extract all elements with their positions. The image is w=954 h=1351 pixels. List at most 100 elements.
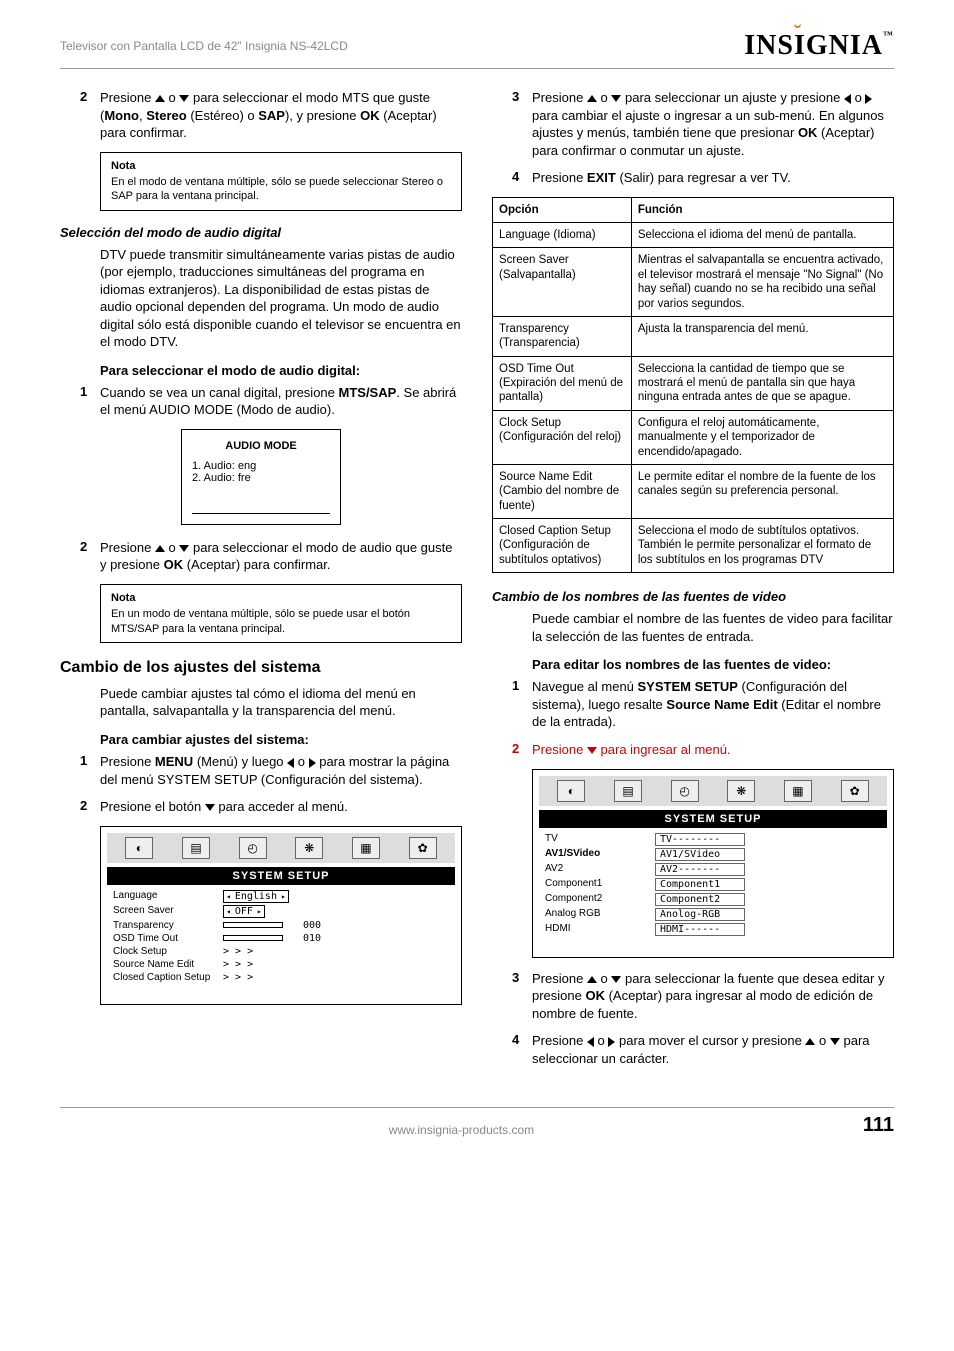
osd-icon-bar: ◐ ▤ ◴ ❋ ▦ ✿ <box>539 776 887 806</box>
step-item: 2 Presione o para seleccionar el modo de… <box>60 539 462 574</box>
option-cell: Source Name Edit (Cambio del nombre de f… <box>493 464 632 518</box>
step-text: Cuando se vea un canal digital, presione… <box>100 384 462 419</box>
table-row: Clock Setup (Configuración del reloj)Con… <box>493 410 894 464</box>
note-title: Nota <box>111 159 451 173</box>
step-text: Presione o para seleccionar un ajuste y … <box>532 89 894 159</box>
step-item: 3 Presione o para seleccionar la fuente … <box>492 970 894 1023</box>
step-number: 2 <box>80 798 100 816</box>
step-number: 4 <box>512 169 532 187</box>
option-cell: Clock Setup (Configuración del reloj) <box>493 410 632 464</box>
left-icon <box>287 758 294 768</box>
osd-row-value: > > > <box>223 959 449 970</box>
option-cell: Transparency (Transparencia) <box>493 316 632 356</box>
paragraph: DTV puede transmitir simultáneamente var… <box>100 246 462 351</box>
option-cell: Screen Saver (Salvapantalla) <box>493 248 632 317</box>
table-row: Closed Caption Setup (Configuración de s… <box>493 519 894 573</box>
osd-row-value: HDMI------ <box>655 923 881 936</box>
step-text: Presione o para seleccionar la fuente qu… <box>532 970 894 1023</box>
osd-row-value: > > > <box>223 946 449 957</box>
function-cell: Mientras el salvapantalla se encuentra a… <box>631 248 893 317</box>
osd-system-setup: ◐ ▤ ◴ ❋ ▦ ✿ SYSTEM SETUP Language◂ Engli… <box>100 826 462 1005</box>
osd-row-value: Component1 <box>655 878 881 891</box>
osd-tab-icon: ▦ <box>784 780 812 802</box>
down-icon <box>830 1038 840 1045</box>
osd-row-label: Analog RGB <box>545 908 655 921</box>
step-text: Presione EXIT (Salir) para regresar a ve… <box>532 169 894 187</box>
step-text: Presione para ingresar al menú. <box>532 741 894 759</box>
osd-row-label: Component2 <box>545 893 655 906</box>
step-item: 2 Presione para ingresar al menú. <box>492 741 894 759</box>
table-header: Opción <box>493 197 632 222</box>
page-footer: www.insignia-products.com 111 <box>60 1107 894 1137</box>
note-text: En un modo de ventana múltiple, sólo se … <box>111 607 451 636</box>
step-item: 3 Presione o para seleccionar un ajuste … <box>492 89 894 159</box>
step-item: 4 Presione o para mover el cursor y pres… <box>492 1032 894 1067</box>
osd-tab-icon: ▦ <box>352 837 380 859</box>
left-icon <box>587 1037 594 1047</box>
brand-logo: INSI˘GNIA™ <box>744 30 894 62</box>
function-cell: Ajusta la transparencia del menú. <box>631 316 893 356</box>
heading-digital-audio: Selección del modo de audio digital <box>60 225 462 240</box>
table-header: Función <box>631 197 893 222</box>
down-icon <box>179 95 189 102</box>
osd-row-value: > > > <box>223 972 449 983</box>
osd-tab-icon: ❋ <box>727 780 755 802</box>
audio-option: 1. Audio: eng <box>192 460 330 472</box>
osd-tab-icon: ◐ <box>557 780 585 802</box>
step-number: 1 <box>80 753 100 788</box>
step-item: 2 Presione o para seleccionar el modo MT… <box>60 89 462 142</box>
option-cell: OSD Time Out (Expiración del menú de pan… <box>493 356 632 410</box>
page-number: 111 <box>863 1114 894 1137</box>
osd-tab-icon: ❋ <box>295 837 323 859</box>
osd-tab-icon: ✿ <box>409 837 437 859</box>
osd-row-label: Clock Setup <box>113 946 223 957</box>
step-text: Presione o para seleccionar el modo MTS … <box>100 89 462 142</box>
step-number: 1 <box>80 384 100 419</box>
osd-row-value: Anolog-RGB <box>655 908 881 921</box>
table-row: OSD Time Out (Expiración del menú de pan… <box>493 356 894 410</box>
osd-tab-icon: ◴ <box>671 780 699 802</box>
osd-row-value: 010 <box>223 933 449 944</box>
down-icon <box>611 976 621 983</box>
step-item: 1 Presione MENU (Menú) y luego o para mo… <box>60 753 462 788</box>
left-column: 2 Presione o para seleccionar el modo MT… <box>60 89 462 1077</box>
audio-mode-panel: AUDIO MODE 1. Audio: eng 2. Audio: fre <box>181 429 341 525</box>
osd-row-label: Source Name Edit <box>113 959 223 970</box>
function-cell: Selecciona el modo de subtítulos optativ… <box>631 519 893 573</box>
osd-row-value: ◂ OFF ▸ <box>223 905 449 918</box>
osd-row-label: Closed Caption Setup <box>113 972 223 983</box>
heading-system: Cambio de los ajustes del sistema <box>60 659 462 677</box>
heading-system-steps: Para cambiar ajustes del sistema: <box>100 732 462 747</box>
note-text: En el modo de ventana múltiple, sólo se … <box>111 175 451 204</box>
step-text: Navegue al menú SYSTEM SETUP (Configurac… <box>532 678 894 731</box>
up-icon <box>587 95 597 102</box>
option-cell: Language (Idioma) <box>493 223 632 248</box>
osd-row-label: TV <box>545 833 655 846</box>
down-icon <box>179 545 189 552</box>
step-item: 2 Presione el botón para acceder al menú… <box>60 798 462 816</box>
heading-source-steps: Para editar los nombres de las fuentes d… <box>532 657 894 672</box>
osd-row-label: AV2 <box>545 863 655 876</box>
step-number: 3 <box>512 89 532 159</box>
step-text: Presione el botón para acceder al menú. <box>100 798 462 816</box>
osd-row-label: OSD Time Out <box>113 933 223 944</box>
right-icon <box>865 94 872 104</box>
up-icon <box>805 1038 815 1045</box>
osd-title: SYSTEM SETUP <box>539 810 887 828</box>
header-title: Televisor con Pantalla LCD de 42" Insign… <box>60 39 348 53</box>
osd-tab-icon: ✿ <box>841 780 869 802</box>
table-row: Source Name Edit (Cambio del nombre de f… <box>493 464 894 518</box>
osd-tab-icon: ◴ <box>239 837 267 859</box>
function-cell: Le permite editar el nombre de la fuente… <box>631 464 893 518</box>
step-number: 4 <box>512 1032 532 1067</box>
osd-tab-icon: ▤ <box>614 780 642 802</box>
osd-row-label: Transparency <box>113 920 223 931</box>
note-box: Nota En el modo de ventana múltiple, sól… <box>100 152 462 211</box>
osd-row-label: Screen Saver <box>113 905 223 918</box>
osd-row-label: HDMI <box>545 923 655 936</box>
footer-url: www.insignia-products.com <box>60 1123 863 1137</box>
function-cell: Selecciona la cantidad de tiempo que se … <box>631 356 893 410</box>
table-row: Transparency (Transparencia)Ajusta la tr… <box>493 316 894 356</box>
content-columns: 2 Presione o para seleccionar el modo MT… <box>60 89 894 1077</box>
step-number: 1 <box>512 678 532 731</box>
